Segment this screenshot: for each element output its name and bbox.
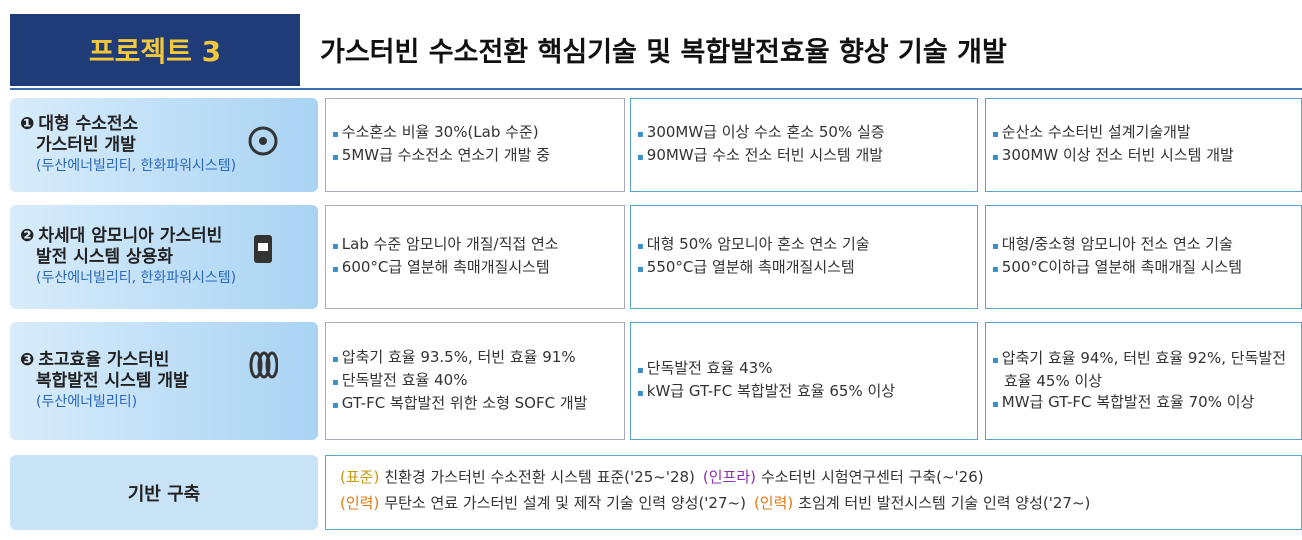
- slide-title: 가스터빈 수소전환 핵심기술 및 복합발전효율 향상 기술 개발: [320, 30, 1007, 69]
- goal-item: 압축기 효율 94%, 터빈 효율 92%, 단독발전 효율 45% 이상: [992, 348, 1295, 392]
- row-title-line: 대형 수소전소: [38, 114, 138, 134]
- goal-cell: 수소혼소 비율 30%(Lab 수준)5MW급 수소전소 연소기 개발 중: [325, 98, 625, 192]
- goal-item: 550°C급 열분해 촉매개질시스템: [637, 257, 971, 280]
- goal-cell: 압축기 효율 94%, 터빈 효율 92%, 단독발전 효율 45% 이상MW급…: [985, 322, 1302, 440]
- foundation-line: (표준) 친환경 가스터빈 수소전환 시스템 표준('25~'28) (인프라) 수소…: [340, 464, 1287, 490]
- foundation-text: 친환경 가스터빈 수소전환 시스템 표준('25~'28): [384, 468, 695, 486]
- goal-item: MW급 GT-FC 복합발전 효율 70% 이상: [992, 392, 1295, 415]
- goal-cell: 단독발전 효율 43%kW급 GT-FC 복합발전 효율 65% 이상: [630, 322, 978, 440]
- goal-item: 압축기 효율 93.5%, 터빈 효율 91%: [332, 347, 618, 370]
- goal-item: 300MW급 이상 수소 혼소 50% 실증: [637, 122, 971, 145]
- row-number: ❸: [20, 350, 34, 370]
- goal-item: 단독발전 효율 40%: [332, 370, 618, 393]
- goal-item: 단독발전 효율 43%: [637, 358, 971, 381]
- foundation-tag: (표준): [340, 468, 379, 486]
- row-companies: (두산에너빌리티, 한화파워시스템): [20, 268, 308, 288]
- goal-item: 수소혼소 비율 30%(Lab 수준): [332, 122, 618, 145]
- goal-item: GT-FC 복합발전 위한 소형 SOFC 개발: [332, 393, 618, 416]
- foundation-tag: (인력): [754, 494, 793, 512]
- row-title-line: 초고효율 가스터빈: [38, 350, 169, 370]
- goal-cell: 순산소 수소터빈 설계기술개발300MW 이상 전소 터빈 시스템 개발: [985, 98, 1302, 192]
- row-icon: [248, 233, 278, 263]
- goal-cell: 대형/중소형 암모니아 전소 연소 기술500°C이하급 열분해 촉매개질 시스…: [985, 205, 1302, 309]
- row-icon: [248, 126, 278, 156]
- goal-cell: Lab 수준 암모니아 개질/직접 연소600°C급 열분해 촉매개질시스템: [325, 205, 625, 309]
- goal-cell: 대형 50% 암모니아 혼소 연소 기술550°C급 열분해 촉매개질시스템: [630, 205, 978, 309]
- project-badge: 프로젝트 3: [10, 14, 300, 86]
- foundation-line: (인력) 무탄소 연료 가스터빈 설계 및 제작 기술 인력 양성('27~) (인…: [340, 490, 1287, 516]
- header-rule: [10, 88, 1302, 90]
- row-companies: (두산에너빌리티): [20, 392, 308, 412]
- row-icon: [248, 350, 278, 380]
- goal-item: 5MW급 수소전소 연소기 개발 중: [332, 145, 618, 168]
- goal-cell: 300MW급 이상 수소 혼소 50% 실증90MW급 수소 전소 터빈 시스템…: [630, 98, 978, 192]
- foundation-tag: (인프라): [703, 468, 756, 486]
- foundation-text: 초임계 터빈 발전시스템 기술 인력 양성('27~): [798, 494, 1090, 512]
- goal-item: 순산소 수소터빈 설계기술개발: [992, 122, 1295, 145]
- foundation-text: 무탄소 연료 가스터빈 설계 및 제작 기술 인력 양성('27~): [384, 494, 746, 512]
- goal-item: 90MW급 수소 전소 터빈 시스템 개발: [637, 145, 971, 168]
- goal-item: Lab 수준 암모니아 개질/직접 연소: [332, 234, 618, 257]
- foundation-text: 수소터빈 시험연구센터 구축(~'26): [761, 468, 984, 486]
- row-title-line: 차세대 암모니아 가스터빈: [38, 226, 222, 246]
- goal-item: 500°C이하급 열분해 촉매개질 시스템: [992, 257, 1295, 280]
- goal-item: 300MW 이상 전소 터빈 시스템 개발: [992, 145, 1295, 168]
- goal-item: 대형 50% 암모니아 혼소 연소 기술: [637, 234, 971, 257]
- goal-item: kW급 GT-FC 복합발전 효율 65% 이상: [637, 381, 971, 404]
- foundation-label: 기반 구축: [10, 455, 318, 530]
- slide: 프로젝트 3 가스터빈 수소전환 핵심기술 및 복합발전효율 향상 기술 개발 …: [0, 0, 1302, 540]
- row-companies: (두산에너빌리티, 한화파워시스템): [20, 156, 308, 176]
- row-number: ❶: [20, 114, 34, 134]
- foundation-box: (표준) 친환경 가스터빈 수소전환 시스템 표준('25~'28) (인프라) 수소…: [325, 455, 1302, 530]
- goal-cell: 압축기 효율 93.5%, 터빈 효율 91%단독발전 효율 40%GT-FC …: [325, 322, 625, 440]
- goal-item: 대형/중소형 암모니아 전소 연소 기술: [992, 234, 1295, 257]
- foundation-tag: (인력): [340, 494, 379, 512]
- row-number: ❷: [20, 226, 34, 246]
- goal-item: 600°C급 열분해 촉매개질시스템: [332, 257, 618, 280]
